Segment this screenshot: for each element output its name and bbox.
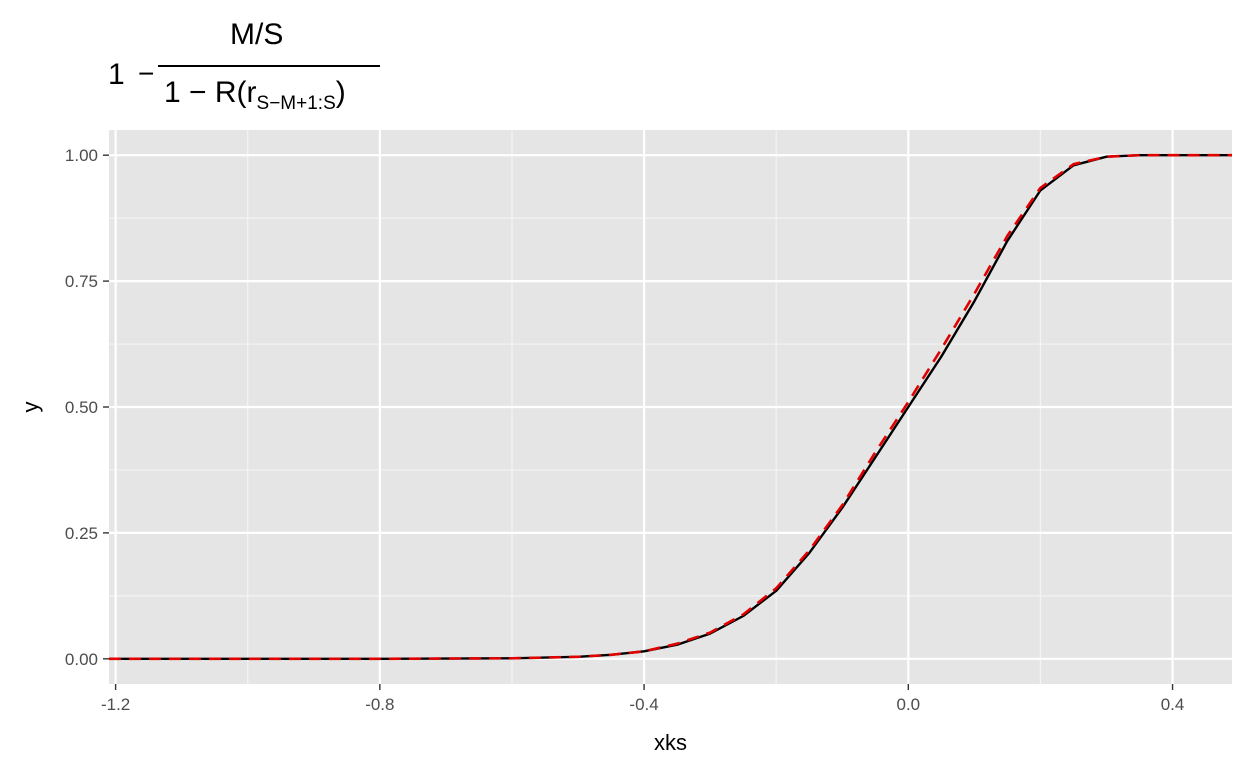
y-tick-label: 0.75	[65, 272, 98, 291]
title-fraction-bar	[158, 65, 380, 67]
x-tick-label: 0.0	[896, 695, 920, 714]
title-denominator-main: 1 − R(r	[164, 76, 257, 109]
title-one: 1	[108, 58, 125, 91]
x-tick-label: -0.4	[629, 695, 658, 714]
title-numerator: M/S	[230, 18, 284, 51]
title-denominator-close: )	[335, 76, 346, 109]
x-axis-label: xks	[654, 730, 687, 755]
title-minus: −	[138, 58, 155, 89]
x-tick-label: -1.2	[101, 695, 130, 714]
title-denominator: 1 − R(rS−M+1:S)	[164, 76, 346, 115]
y-tick-label: 0.00	[65, 650, 98, 669]
y-tick-label: 0.25	[65, 524, 98, 543]
chart-title: 1 − M/S 1 − R(rS−M+1:S)	[108, 14, 408, 118]
y-tick-label: 1.00	[65, 146, 98, 165]
x-tick-label: 0.4	[1161, 695, 1185, 714]
title-denominator-subscript: S−M+1:S	[256, 93, 336, 114]
y-axis-label: y	[18, 402, 43, 413]
series-line-dashed	[109, 153, 1232, 661]
x-tick-label: -0.8	[365, 695, 394, 714]
y-tick-label: 0.50	[65, 398, 98, 417]
